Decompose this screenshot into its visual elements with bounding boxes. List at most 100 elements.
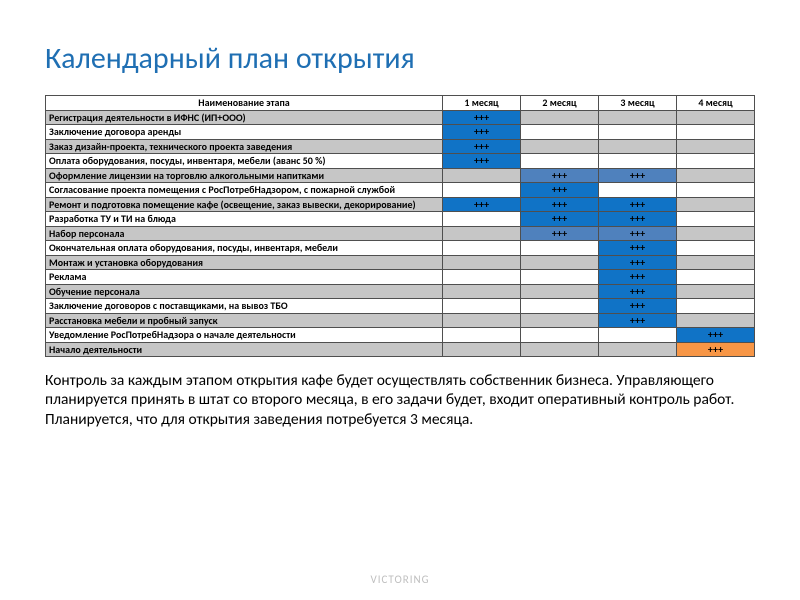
month-cell: +++ bbox=[599, 168, 677, 183]
table-row: Заключение договора аренды+++ bbox=[46, 125, 755, 140]
col-header-m2: 2 месяц bbox=[521, 96, 599, 111]
table-row: Монтаж и установка оборудования+++ bbox=[46, 255, 755, 270]
month-cell: +++ bbox=[599, 270, 677, 285]
month-cell bbox=[443, 226, 521, 241]
month-cell bbox=[521, 125, 599, 140]
row-name: Оформление лицензии на торговлю алкоголь… bbox=[46, 168, 443, 183]
month-cell: +++ bbox=[599, 299, 677, 314]
month-cell: +++ bbox=[521, 183, 599, 198]
month-cell bbox=[443, 212, 521, 227]
month-cell: +++ bbox=[599, 313, 677, 328]
row-name: Реклама bbox=[46, 270, 443, 285]
month-cell bbox=[521, 299, 599, 314]
row-name: Согласование проекта помещения с РосПотр… bbox=[46, 183, 443, 198]
month-cell bbox=[677, 284, 755, 299]
month-cell bbox=[599, 125, 677, 140]
row-name: Заказ дизайн-проекта, технического проек… bbox=[46, 139, 443, 154]
month-cell bbox=[599, 342, 677, 357]
month-cell bbox=[677, 139, 755, 154]
month-cell bbox=[677, 125, 755, 140]
table-row: Уведомление РосПотребНадзора о начале де… bbox=[46, 328, 755, 343]
month-cell bbox=[599, 139, 677, 154]
month-cell bbox=[521, 313, 599, 328]
month-cell bbox=[521, 241, 599, 256]
month-cell bbox=[443, 342, 521, 357]
month-cell: +++ bbox=[521, 226, 599, 241]
month-cell bbox=[677, 183, 755, 198]
month-cell: +++ bbox=[599, 241, 677, 256]
month-cell bbox=[443, 313, 521, 328]
month-cell bbox=[521, 342, 599, 357]
table-row: Обучение персонала +++ bbox=[46, 284, 755, 299]
month-cell bbox=[521, 255, 599, 270]
month-cell bbox=[443, 270, 521, 285]
col-header-m4: 4 месяц bbox=[677, 96, 755, 111]
month-cell: +++ bbox=[443, 139, 521, 154]
month-cell bbox=[677, 154, 755, 169]
month-cell: +++ bbox=[443, 197, 521, 212]
month-cell: +++ bbox=[521, 212, 599, 227]
row-name: Начало деятельности bbox=[46, 342, 443, 357]
month-cell bbox=[599, 183, 677, 198]
row-name: Регистрация деятельности в ИФНС (ИП+ООО) bbox=[46, 110, 443, 125]
month-cell bbox=[677, 212, 755, 227]
month-cell bbox=[677, 226, 755, 241]
row-name: Расстановка мебели и пробный запуск bbox=[46, 313, 443, 328]
month-cell: +++ bbox=[677, 342, 755, 357]
table-row: Оплата оборудования, посуды, инвентаря, … bbox=[46, 154, 755, 169]
month-cell bbox=[677, 313, 755, 328]
table-row: Расстановка мебели и пробный запуск +++ bbox=[46, 313, 755, 328]
row-name: Набор персонала bbox=[46, 226, 443, 241]
month-cell bbox=[521, 110, 599, 125]
row-name: Ремонт и подготовка помещение кафе (осве… bbox=[46, 197, 443, 212]
row-name: Монтаж и установка оборудования bbox=[46, 255, 443, 270]
row-name: Заключение договора аренды bbox=[46, 125, 443, 140]
month-cell bbox=[521, 328, 599, 343]
month-cell bbox=[677, 110, 755, 125]
page-title: Календарный план открытия bbox=[45, 40, 755, 77]
month-cell bbox=[599, 110, 677, 125]
table-row: Оформление лицензии на торговлю алкоголь… bbox=[46, 168, 755, 183]
row-name: Обучение персонала bbox=[46, 284, 443, 299]
footer-label: VICTORING bbox=[0, 573, 800, 586]
col-header-name: Наименование этапа bbox=[46, 96, 443, 111]
month-cell bbox=[521, 139, 599, 154]
month-cell bbox=[599, 328, 677, 343]
month-cell bbox=[521, 284, 599, 299]
month-cell bbox=[677, 255, 755, 270]
table-row: Ремонт и подготовка помещение кафе (осве… bbox=[46, 197, 755, 212]
month-cell bbox=[443, 328, 521, 343]
month-cell: +++ bbox=[443, 125, 521, 140]
month-cell bbox=[677, 241, 755, 256]
table-header-row: Наименование этапа 1 месяц 2 месяц 3 мес… bbox=[46, 96, 755, 111]
month-cell: +++ bbox=[521, 197, 599, 212]
table-row: Регистрация деятельности в ИФНС (ИП+ООО)… bbox=[46, 110, 755, 125]
month-cell: +++ bbox=[599, 284, 677, 299]
month-cell: +++ bbox=[443, 110, 521, 125]
month-cell bbox=[443, 299, 521, 314]
table-row: Заключение договоров с поставщиками, на … bbox=[46, 299, 755, 314]
month-cell bbox=[521, 270, 599, 285]
schedule-table: Наименование этапа 1 месяц 2 месяц 3 мес… bbox=[45, 95, 755, 357]
table-row: Реклама +++ bbox=[46, 270, 755, 285]
row-name: Оплата оборудования, посуды, инвентаря, … bbox=[46, 154, 443, 169]
month-cell bbox=[443, 183, 521, 198]
row-name: Уведомление РосПотребНадзора о начале де… bbox=[46, 328, 443, 343]
month-cell: +++ bbox=[599, 212, 677, 227]
month-cell bbox=[677, 168, 755, 183]
row-name: Разработка ТУ и ТИ на блюда bbox=[46, 212, 443, 227]
table-row: Разработка ТУ и ТИ на блюда ++++++ bbox=[46, 212, 755, 227]
month-cell bbox=[443, 241, 521, 256]
table-row: Набор персонала ++++++ bbox=[46, 226, 755, 241]
month-cell: +++ bbox=[677, 328, 755, 343]
month-cell: +++ bbox=[599, 226, 677, 241]
month-cell: +++ bbox=[443, 154, 521, 169]
table-row: Согласование проекта помещения с РосПотр… bbox=[46, 183, 755, 198]
table-row: Начало деятельности +++ bbox=[46, 342, 755, 357]
month-cell bbox=[677, 299, 755, 314]
month-cell: +++ bbox=[521, 168, 599, 183]
month-cell bbox=[443, 168, 521, 183]
month-cell bbox=[677, 197, 755, 212]
month-cell bbox=[521, 154, 599, 169]
month-cell bbox=[599, 154, 677, 169]
